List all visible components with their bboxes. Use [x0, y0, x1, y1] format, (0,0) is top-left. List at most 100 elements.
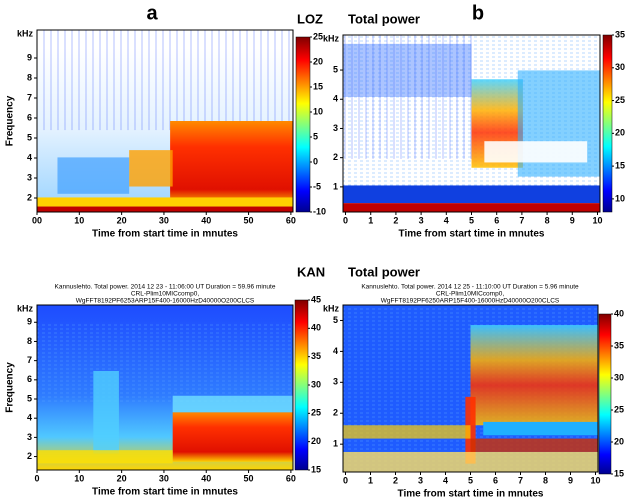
x-tick-label: 7	[518, 475, 523, 485]
panel-label: b	[472, 2, 484, 24]
colorbar-tick-label: 20	[615, 128, 625, 138]
y-tick-label: 5	[333, 315, 338, 325]
colorbar-tick-label: 10	[615, 193, 625, 203]
panel-label: a	[146, 2, 158, 24]
colorbar	[598, 313, 612, 475]
x-tick-label: 60	[286, 473, 296, 483]
colorbar-tick-label: 10	[313, 106, 323, 116]
spectrogram-texture	[93, 371, 119, 454]
colorbar-tick-label: 5	[313, 131, 318, 141]
plot-frame	[36, 304, 294, 471]
spectrogram-texture	[172, 395, 293, 413]
y-tick-label: 4	[333, 346, 338, 356]
y-tick-label: 4	[333, 94, 338, 104]
x-tick-label: 10	[592, 215, 602, 225]
colorbar-tick-label: 15	[313, 81, 323, 91]
spectrogram-texture	[37, 30, 293, 131]
colorbar-tick-label: 15	[311, 464, 321, 474]
spectrogram-texture	[484, 141, 588, 163]
y-tick-label: 5	[27, 393, 32, 403]
colorbar-tick-label: 15	[615, 160, 625, 170]
spectrogram-texture	[57, 157, 130, 194]
chart-title: Total power	[348, 264, 420, 279]
x-tick-label: 30	[159, 473, 169, 483]
y-axis-label: Frequency	[5, 95, 16, 146]
y-tick-label: 6	[27, 374, 32, 384]
x-tick-label: 20	[117, 215, 127, 225]
x-tick-label: 00	[32, 215, 42, 225]
x-axis-label: Time from start time in mnutes	[398, 489, 544, 500]
header-line: CRL-Plim10MICcomp0,	[436, 291, 504, 298]
colorbar-tick-label: 20	[313, 56, 323, 66]
x-tick-label: 4	[444, 215, 449, 225]
colorbar-tick-label: 40	[311, 323, 321, 333]
colorbar-tick-label: 25	[615, 95, 625, 105]
spectrogram-texture	[343, 43, 472, 97]
y-tick-label: 4	[27, 152, 32, 162]
x-tick-label: 0	[34, 473, 39, 483]
x-tick-label: 3	[419, 215, 424, 225]
colorbar-tick-label: 35	[614, 340, 624, 350]
x-tick-label: 60	[286, 215, 296, 225]
colorbar-tick-label: 30	[615, 62, 625, 72]
y-tick-label: 5	[27, 132, 32, 142]
colorbar-tick-label: -10	[313, 206, 326, 216]
x-tick-label: 40	[201, 473, 211, 483]
spectrogram-texture	[172, 412, 293, 462]
x-tick-label: 7	[519, 215, 524, 225]
x-tick-label: 50	[244, 215, 254, 225]
spectrogram-texture	[343, 185, 600, 204]
x-tick-label: 40	[201, 215, 211, 225]
y-tick-label: 8	[27, 72, 32, 82]
colorbar	[602, 34, 613, 213]
x-tick-label: 3	[418, 475, 423, 485]
y-tick-label: 3	[333, 377, 338, 387]
spectrogram-texture	[343, 203, 600, 212]
y-tick-label: 3	[27, 172, 32, 182]
plot-frame	[36, 29, 294, 213]
colorbar-tick-label: 20	[311, 436, 321, 446]
header-line: WgFFT8192PF6253ARP15F400-16000HzD40000O2…	[76, 298, 255, 305]
x-axis-label: Time from start time in mnutes	[92, 229, 238, 240]
colorbar-tick-label: 0	[313, 156, 318, 166]
station-label: KAN	[297, 264, 325, 279]
y-tick-label: 1	[333, 181, 338, 191]
y-axis-label: Frequency	[5, 362, 16, 413]
spectrogram-texture	[37, 206, 293, 212]
station-label: LOZ	[297, 11, 323, 26]
colorbar-tick-label: -5	[313, 181, 321, 191]
x-tick-label: 5	[469, 215, 474, 225]
x-axis-label: Time from start time in mnutes	[92, 487, 238, 498]
x-tick-label: 6	[494, 215, 499, 225]
x-tick-label: 5	[468, 475, 473, 485]
y-unit: kHz	[17, 28, 34, 38]
colorbar-tick-label: 30	[311, 379, 321, 389]
spectrogram-texture	[470, 438, 598, 452]
spectrogram-texture	[343, 425, 471, 439]
y-tick-label: 9	[27, 317, 32, 327]
x-tick-label: 4	[443, 475, 448, 485]
colorbar-tick-label: 15	[614, 468, 624, 478]
y-tick-label: 8	[27, 336, 32, 346]
y-tick-label: 5	[333, 64, 338, 74]
x-tick-label: 2	[393, 475, 398, 485]
y-tick-label: 9	[27, 52, 32, 62]
y-tick-label: 2	[333, 152, 338, 162]
header-line: CRL-Plim10MICcomp0,	[131, 291, 199, 298]
spectrogram-texture	[470, 325, 598, 426]
spectrogram-texture	[343, 35, 472, 159]
y-tick-label: 6	[27, 112, 32, 122]
y-tick-label: 2	[27, 192, 32, 202]
colorbar-tick-label: 25	[614, 404, 624, 414]
x-axis-label: Time from start time in mnutes	[399, 229, 545, 240]
x-tick-label: 8	[543, 475, 548, 485]
x-tick-label: 2	[393, 215, 398, 225]
x-tick-label: 9	[570, 215, 575, 225]
x-tick-label: 6	[493, 475, 498, 485]
colorbar	[295, 36, 311, 213]
y-unit: kHz	[17, 303, 34, 313]
x-tick-label: 50	[244, 473, 254, 483]
y-tick-label: 3	[27, 432, 32, 442]
x-tick-label: 10	[74, 215, 84, 225]
